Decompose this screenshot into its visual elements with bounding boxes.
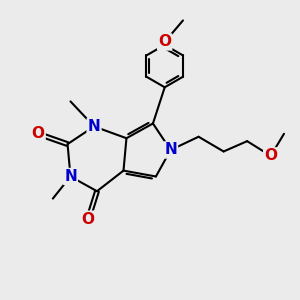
Text: O: O [82, 212, 95, 227]
Text: O: O [264, 148, 277, 164]
Text: N: N [64, 169, 77, 184]
Text: O: O [32, 126, 45, 141]
Text: N: N [88, 119, 100, 134]
Text: N: N [164, 142, 177, 158]
Text: O: O [158, 34, 171, 50]
